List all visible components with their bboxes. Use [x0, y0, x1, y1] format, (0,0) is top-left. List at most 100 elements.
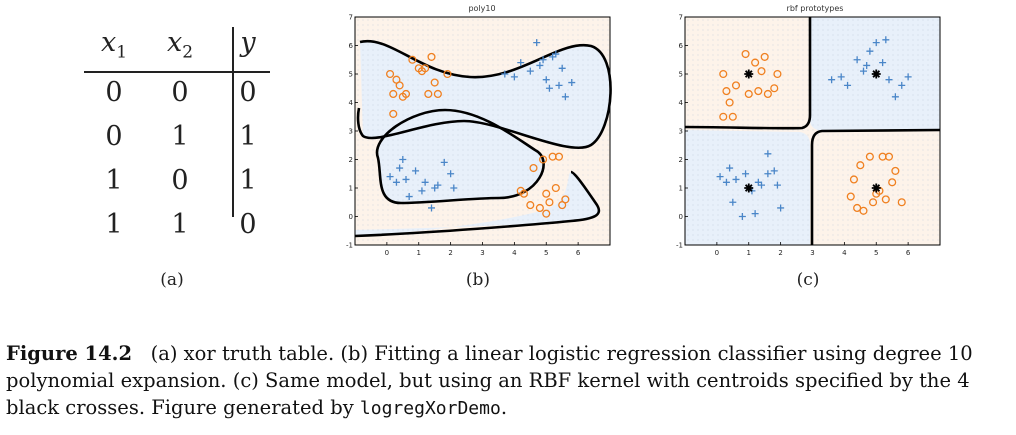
- grid-dot: [792, 159, 794, 161]
- grid-dot: [447, 179, 449, 181]
- grid-dot: [522, 74, 524, 76]
- grid-dot: [572, 124, 574, 126]
- grid-dot: [837, 79, 839, 81]
- grid-dot: [412, 209, 414, 211]
- grid-dot: [782, 39, 784, 41]
- grid-dot: [872, 224, 874, 226]
- grid-dot: [692, 124, 694, 126]
- data-point-plus: [447, 170, 455, 178]
- grid-dot: [802, 139, 804, 141]
- grid-dot: [927, 79, 929, 81]
- grid-dot: [427, 234, 429, 236]
- grid-dot: [737, 224, 739, 226]
- grid-dot: [472, 124, 474, 126]
- grid-dot: [832, 169, 834, 171]
- grid-dot: [872, 199, 874, 201]
- grid-dot: [747, 139, 749, 141]
- grid-dot: [697, 159, 699, 161]
- grid-dot: [902, 134, 904, 136]
- grid-dot: [607, 24, 609, 26]
- grid-dot: [937, 209, 939, 211]
- grid-dot: [792, 139, 794, 141]
- grid-dot: [897, 34, 899, 36]
- grid-dot: [452, 34, 454, 36]
- data-point-circle: [542, 209, 551, 218]
- grid-dot: [917, 99, 919, 101]
- grid-dot: [707, 114, 709, 116]
- grid-dot: [867, 34, 869, 36]
- data-point-plus: [526, 67, 534, 75]
- grid-dot: [567, 94, 569, 96]
- grid-dot: [542, 54, 544, 56]
- grid-dot: [842, 94, 844, 96]
- grid-dot: [452, 29, 454, 31]
- grid-dot: [817, 109, 819, 111]
- grid-dot: [937, 44, 939, 46]
- grid-dot: [732, 154, 734, 156]
- grid-dot: [727, 54, 729, 56]
- grid-dot: [792, 89, 794, 91]
- grid-dot: [397, 104, 399, 106]
- grid-dot: [847, 29, 849, 31]
- grid-dot: [797, 74, 799, 76]
- grid-dot: [422, 239, 424, 241]
- y-tick-label: 4: [349, 99, 354, 107]
- grid-dot: [607, 94, 609, 96]
- grid-dot: [462, 139, 464, 141]
- grid-dot: [362, 164, 364, 166]
- grid-dot: [757, 219, 759, 221]
- grid-dot: [787, 84, 789, 86]
- grid-dot: [532, 99, 534, 101]
- grid-dot: [462, 24, 464, 26]
- grid-dot: [602, 179, 604, 181]
- grid-dot: [912, 204, 914, 206]
- grid-dot: [732, 124, 734, 126]
- grid-dot: [487, 144, 489, 146]
- grid-dot: [792, 129, 794, 131]
- grid-dot: [937, 194, 939, 196]
- grid-dot: [707, 24, 709, 26]
- grid-dot: [457, 159, 459, 161]
- grid-dot: [797, 134, 799, 136]
- grid-dot: [527, 114, 529, 116]
- grid-dot: [547, 64, 549, 66]
- data-point-plus: [386, 173, 394, 181]
- grid-dot: [857, 114, 859, 116]
- grid-dot: [522, 199, 524, 201]
- grid-dot: [372, 219, 374, 221]
- grid-dot: [532, 229, 534, 231]
- grid-dot: [717, 154, 719, 156]
- sublabel-b: (b): [465, 270, 491, 290]
- grid-dot: [567, 139, 569, 141]
- grid-dot: [787, 129, 789, 131]
- grid-dot: [832, 109, 834, 111]
- grid-dot: [387, 79, 389, 81]
- grid-dot: [412, 24, 414, 26]
- grid-dot: [552, 99, 554, 101]
- grid-dot: [377, 119, 379, 121]
- grid-dot: [432, 149, 434, 151]
- grid-dot: [372, 204, 374, 206]
- grid-dot: [797, 194, 799, 196]
- grid-dot: [597, 134, 599, 136]
- grid-dot: [832, 94, 834, 96]
- grid-dot: [492, 59, 494, 61]
- grid-dot: [517, 134, 519, 136]
- grid-dot: [382, 109, 384, 111]
- grid-dot: [397, 154, 399, 156]
- grid-dot: [782, 139, 784, 141]
- grid-dot: [597, 239, 599, 241]
- grid-dot: [932, 89, 934, 91]
- grid-dot: [602, 174, 604, 176]
- grid-dot: [902, 49, 904, 51]
- grid-dot: [452, 79, 454, 81]
- grid-dot: [897, 179, 899, 181]
- grid-dot: [367, 109, 369, 111]
- grid-dot: [382, 214, 384, 216]
- grid-dot: [417, 144, 419, 146]
- grid-dot: [897, 89, 899, 91]
- grid-dot: [817, 194, 819, 196]
- grid-dot: [882, 174, 884, 176]
- grid-dot: [497, 69, 499, 71]
- grid-dot: [732, 19, 734, 21]
